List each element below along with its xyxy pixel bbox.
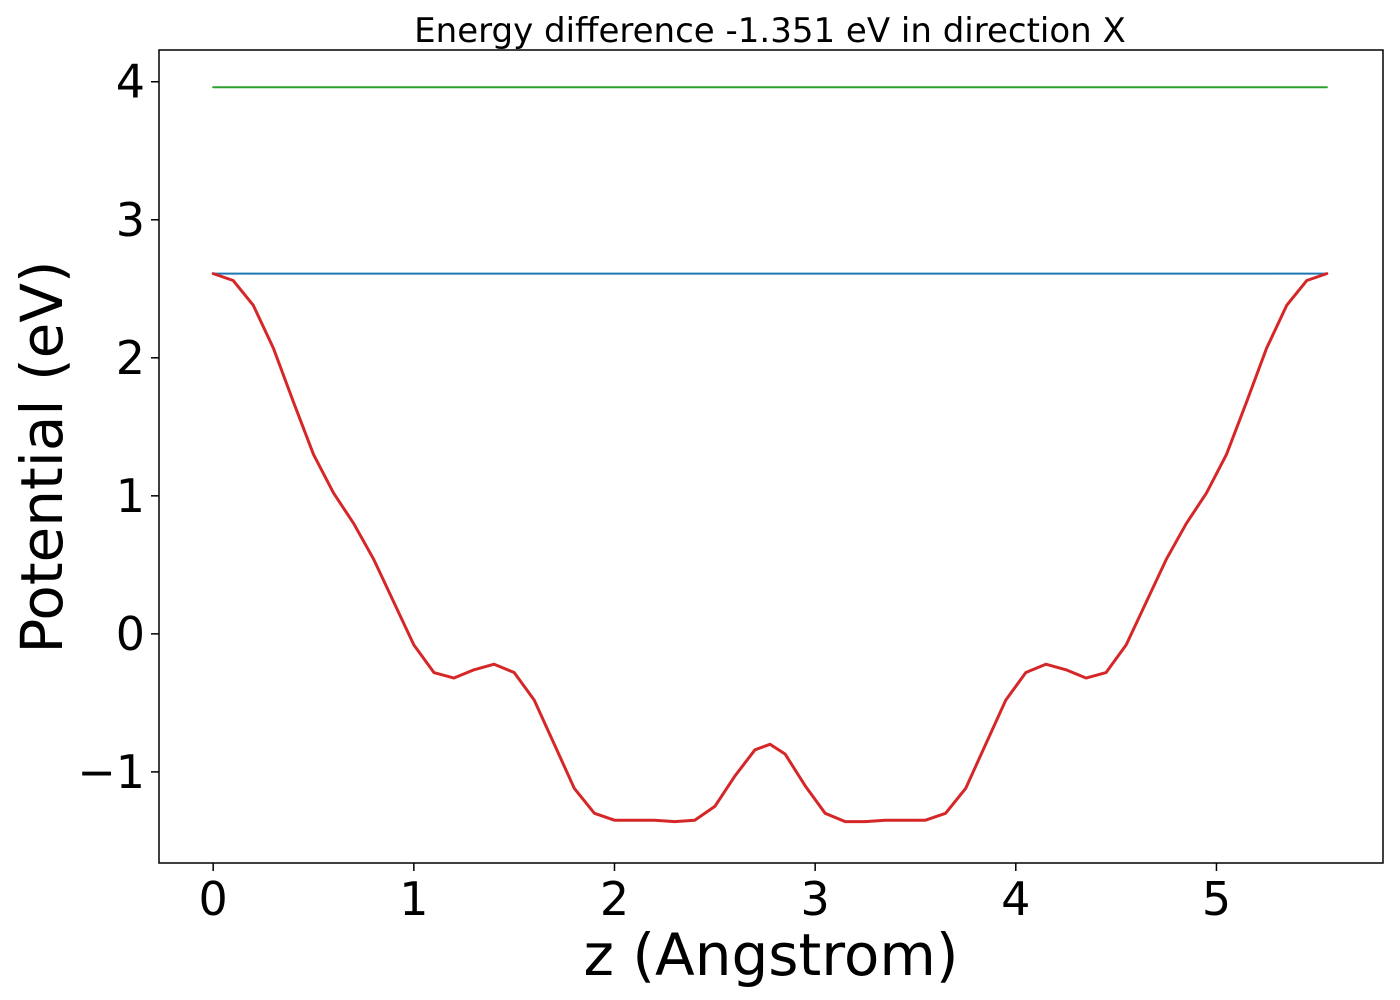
x-tick-label: 2 bbox=[600, 872, 629, 926]
y-tick-label: 1 bbox=[116, 469, 145, 523]
x-tick-label: 5 bbox=[1202, 872, 1231, 926]
x-tick-label: 3 bbox=[801, 872, 830, 926]
plot-frame bbox=[158, 49, 1384, 864]
y-axis-label: Potential (eV) bbox=[8, 260, 76, 653]
series-line-3 bbox=[211, 272, 1329, 824]
y-tick-label: −1 bbox=[77, 745, 145, 799]
plot-area bbox=[211, 86, 1329, 824]
y-axis: −1 0 1 2 3 4 bbox=[77, 55, 159, 799]
y-tick-label: 2 bbox=[116, 331, 145, 385]
x-tick-label: 1 bbox=[399, 872, 428, 926]
y-tick-label: 0 bbox=[116, 607, 145, 661]
y-tick-label: 4 bbox=[116, 55, 145, 109]
x-tick-label: 0 bbox=[199, 872, 228, 926]
x-axis: 0 1 2 3 4 5 bbox=[199, 863, 1231, 926]
y-tick-label: 3 bbox=[116, 193, 145, 247]
x-axis-label: z (Angstrom) bbox=[584, 921, 959, 989]
x-tick-label: 4 bbox=[1001, 872, 1030, 926]
chart-title: Energy difference -1.351 eV in direction… bbox=[414, 11, 1126, 51]
